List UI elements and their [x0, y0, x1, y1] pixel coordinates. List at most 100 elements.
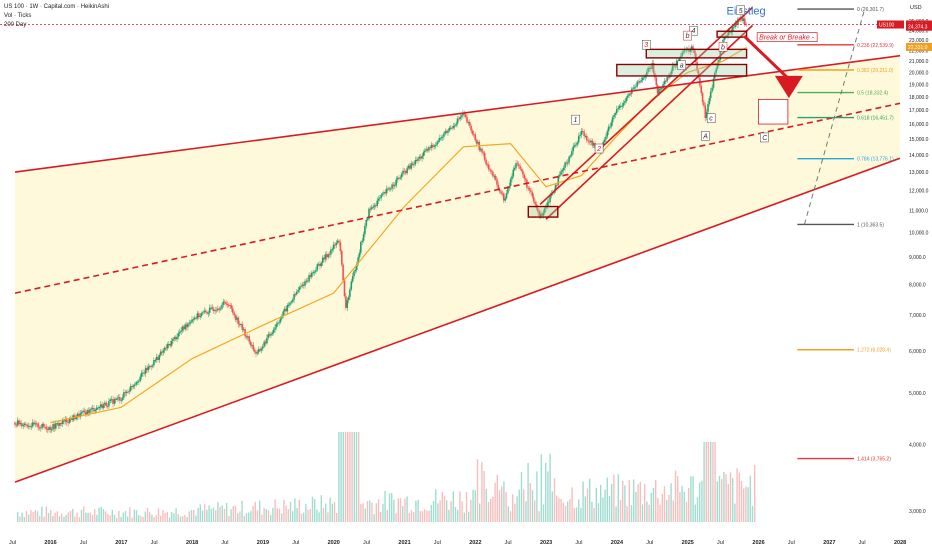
volume-bar — [325, 503, 327, 522]
candle — [636, 81, 638, 87]
volume-bar — [219, 506, 221, 522]
candle — [330, 249, 332, 255]
volume-bar — [600, 484, 602, 522]
wave-box-4 — [689, 25, 698, 36]
volume-bar — [241, 500, 243, 522]
candle — [364, 226, 366, 235]
volume-bar — [586, 488, 589, 522]
volume-bar — [340, 432, 342, 522]
volume-bar — [230, 509, 232, 522]
volume-bar — [721, 479, 723, 522]
candle — [168, 344, 170, 345]
candle — [571, 151, 573, 156]
candle — [561, 170, 564, 172]
candle — [196, 313, 199, 319]
volume-bar — [595, 487, 597, 522]
candle — [648, 67, 651, 69]
volume-bar — [228, 515, 230, 522]
candle — [247, 336, 249, 338]
wave-label-4: 4 — [692, 28, 696, 35]
candle — [539, 213, 542, 217]
wave-box-3 — [642, 39, 651, 50]
candle — [384, 192, 387, 194]
candle — [639, 81, 641, 83]
candle — [272, 329, 275, 333]
volume-bar — [738, 472, 740, 522]
volume-bar — [267, 510, 270, 522]
x-tick-label: 2020 — [328, 540, 340, 546]
candle — [214, 310, 216, 312]
candle — [448, 127, 451, 131]
candle — [659, 88, 662, 90]
candle — [129, 386, 132, 391]
candle — [641, 77, 644, 81]
candle — [230, 305, 233, 309]
candle — [275, 324, 278, 328]
candle — [119, 397, 121, 401]
volume-bar — [118, 511, 120, 522]
candle — [693, 50, 696, 54]
candle — [437, 140, 440, 143]
volume-bar — [584, 496, 586, 522]
candle — [688, 48, 690, 52]
candle — [547, 201, 550, 203]
candle — [707, 104, 709, 112]
volume-bar — [747, 487, 749, 522]
volume-bar — [371, 502, 373, 522]
candle — [135, 382, 137, 385]
candle — [582, 131, 584, 132]
volume-bar — [318, 512, 320, 522]
volume-bar — [525, 501, 527, 522]
candle — [456, 118, 459, 124]
candle — [501, 193, 504, 195]
volume-bar — [188, 511, 190, 522]
candle — [222, 301, 225, 305]
candle — [21, 423, 23, 427]
candle — [704, 105, 707, 118]
candle — [34, 423, 37, 425]
volume-bar — [47, 513, 50, 522]
volume-bar — [518, 489, 520, 522]
candle — [655, 77, 658, 86]
candle — [252, 344, 255, 350]
candle — [76, 413, 79, 418]
volume-bar — [707, 442, 710, 522]
candle — [195, 317, 197, 319]
candle — [690, 46, 693, 50]
volume-bar — [395, 513, 397, 522]
candle — [396, 177, 399, 180]
candle — [440, 137, 442, 139]
wave-label-5: 5 — [739, 8, 743, 15]
volume-bar — [292, 511, 294, 522]
candle — [80, 412, 83, 414]
candle — [255, 351, 257, 354]
volume-bar — [157, 508, 160, 522]
candle — [541, 213, 543, 216]
candle — [236, 317, 238, 320]
x-tick-label: Jul — [80, 540, 87, 546]
candle — [27, 425, 30, 427]
ma-line — [50, 46, 747, 424]
volume-bar — [377, 499, 380, 522]
annotation-title: Einstieg — [727, 5, 766, 17]
channel-band — [15, 55, 900, 483]
volume-bar — [716, 481, 718, 522]
volume-bar — [567, 501, 569, 522]
volume-bar — [688, 488, 690, 522]
x-tick-label: 2016 — [44, 540, 56, 546]
y-tick-label: 14,000.0 — [909, 153, 929, 159]
volume-bar — [399, 498, 402, 522]
candle — [376, 200, 378, 206]
volume-bar — [237, 513, 239, 522]
volume-bar — [485, 488, 487, 522]
candle — [744, 18, 746, 25]
candle — [241, 324, 244, 330]
volume-bar — [127, 516, 129, 522]
candle — [116, 398, 118, 400]
candle — [455, 123, 457, 126]
volume-bar — [272, 507, 274, 522]
candle — [580, 131, 583, 136]
volume-bar — [184, 515, 186, 522]
volume-bar — [496, 474, 498, 522]
